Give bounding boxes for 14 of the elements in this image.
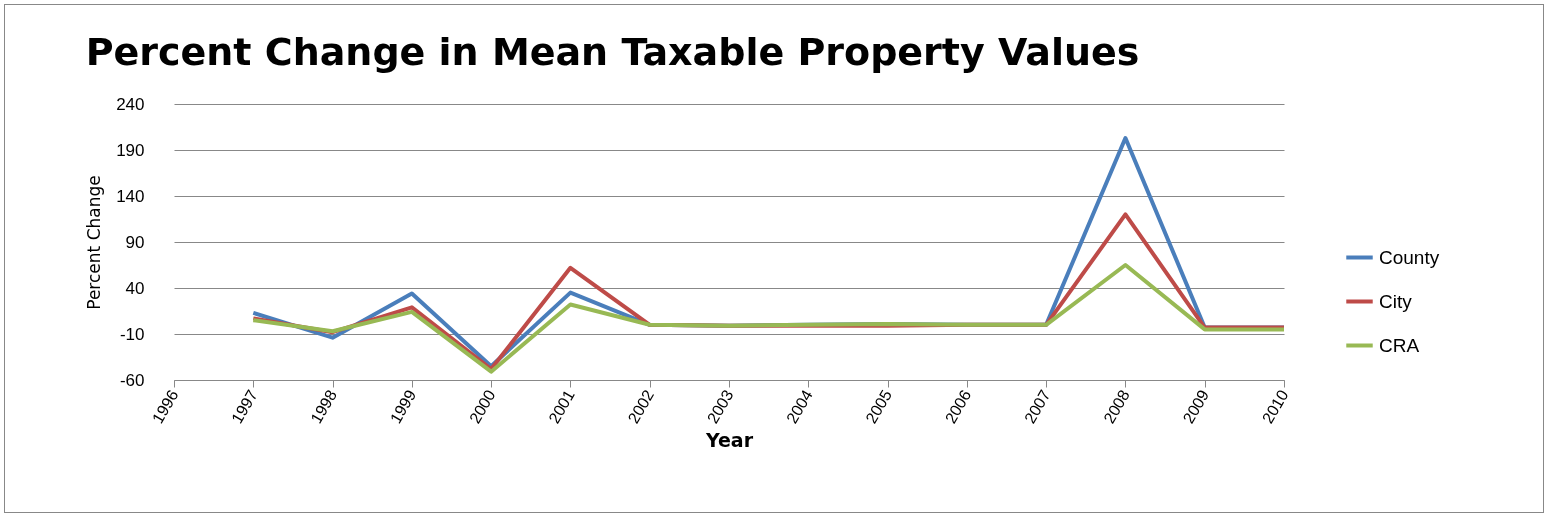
y-tick-label: 40 [125,278,145,298]
legend-label: CRA [1379,334,1420,356]
y-tick-label: 140 [116,186,145,206]
chart-title: Percent Change in Mean Taxable Property Values [85,30,1140,74]
y-tick-label: 190 [116,140,145,160]
y-tick-label: -60 [119,370,145,390]
y-tick-label: 240 [116,94,145,114]
x-axis-title: Year [704,429,754,452]
legend-label: County [1379,246,1440,268]
y-axis-title: Percent Change [84,175,105,310]
legend-label: City [1379,290,1413,312]
line-series [251,263,1286,374]
y-tick-label: 90 [125,232,145,252]
y-tick-label: -10 [119,324,145,344]
